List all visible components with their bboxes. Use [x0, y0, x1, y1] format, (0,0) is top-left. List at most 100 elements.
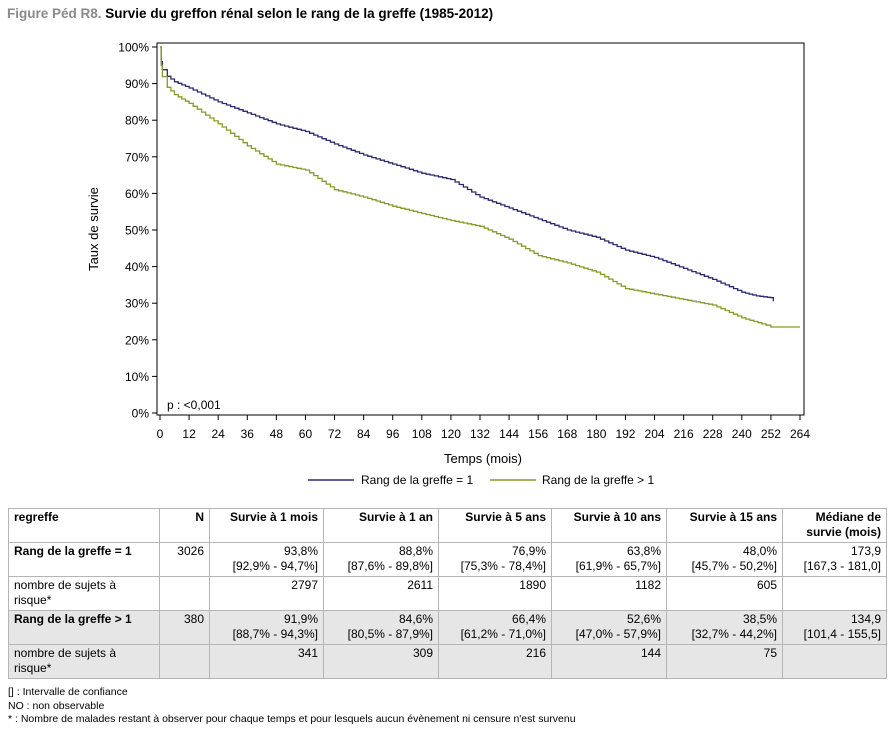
cell-ci: [87,6% - 89,8%]	[347, 559, 433, 573]
table-cell	[159, 576, 210, 611]
cell-ci: [61,2% - 71,0%]	[460, 627, 546, 641]
y-tick-label: 10%	[125, 370, 149, 384]
table-cell: 144	[551, 644, 667, 679]
row-label: Rang de la greffe = 1	[8, 542, 160, 577]
cell-value: 48,0%	[742, 544, 777, 558]
x-tick-label: 144	[499, 427, 519, 441]
y-tick-label: 20%	[125, 333, 149, 347]
x-tick-label: 12	[182, 427, 196, 441]
x-tick-label: 180	[586, 427, 606, 441]
table-row: Rang de la greffe = 1 3026 93,8% [92,9% -…	[8, 542, 887, 577]
col-header: Médiane de survie (mois)	[782, 508, 887, 543]
footnote: * : Nombre de malades restant à observer…	[8, 713, 576, 725]
cell-value: 38,5%	[742, 612, 777, 626]
figure-title: Figure Péd R8. Survie du greffon rénal s…	[7, 6, 493, 21]
x-tick-label: 36	[241, 427, 255, 441]
y-tick-label: 30%	[125, 297, 149, 311]
y-tick-label: 80%	[125, 114, 149, 128]
series-lines	[160, 46, 800, 328]
table-header-row: regreffe N Survie à 1 mois Survie à 1 an…	[8, 508, 887, 543]
legend: Rang de la greffe = 1 Rang de la greffe …	[308, 473, 655, 487]
table-cell: 134,9 [101,4 - 155,5]	[782, 610, 887, 645]
table-cell: 75	[666, 644, 783, 679]
footnote: NO : non observable	[8, 699, 105, 712]
x-tick-label: 228	[703, 427, 723, 441]
x-tick-label: 216	[674, 427, 694, 441]
figure-title-text: Survie du greffon rénal selon le rang de…	[105, 6, 494, 21]
x-tick-label: 192	[615, 427, 635, 441]
x-tick-label: 108	[412, 427, 432, 441]
table-cell: 380	[159, 610, 210, 645]
row-label: nombre de sujets à risque*	[8, 644, 160, 679]
table-cell: 63,8% [61,9% - 65,7%]	[551, 542, 667, 577]
table-cell: 48,0% [45,7% - 50,2%]	[666, 542, 783, 577]
y-axis-label: Taux de survie	[86, 187, 101, 271]
table-cell: 84,6% [80,5% - 87,9%]	[323, 610, 439, 645]
cell-value: 88,8%	[398, 544, 433, 558]
table-cell: 52,6% [47,0% - 57,9%]	[551, 610, 667, 645]
cell-value: 63,8%	[626, 544, 661, 558]
table-cell	[782, 576, 887, 611]
x-axis-label: Temps (mois)	[444, 451, 522, 466]
y-tick-label: 60%	[125, 187, 149, 201]
series-line-2	[160, 46, 800, 328]
table-cell: 2611	[323, 576, 439, 611]
table-cell: 1890	[438, 576, 552, 611]
y-tick-label: 70%	[125, 150, 149, 164]
x-tick-label: 156	[528, 427, 548, 441]
x-tick-label: 48	[270, 427, 284, 441]
plot-frame	[156, 42, 805, 416]
table-row: Rang de la greffe > 1 380 91,9% [88,7% - …	[8, 610, 887, 645]
cell-ci: [61,9% - 65,7%]	[575, 559, 661, 573]
row-label: nombre de sujets à risque*	[8, 576, 160, 611]
table-cell: 341	[209, 644, 324, 679]
table-cell: 2797	[209, 576, 324, 611]
y-tick-label: 100%	[118, 41, 149, 55]
y-tick-label: 40%	[125, 260, 149, 274]
table-cell: 66,4% [61,2% - 71,0%]	[438, 610, 552, 645]
legend-label-series-1: Rang de la greffe = 1	[361, 473, 474, 487]
x-tick-label: 96	[386, 427, 400, 441]
y-tick-label: 0%	[132, 407, 150, 421]
x-tick-label: 72	[328, 427, 342, 441]
survival-table: regreffe N Survie à 1 mois Survie à 1 an…	[8, 508, 887, 679]
y-tick-label: 50%	[125, 224, 149, 238]
col-header: Survie à 10 ans	[551, 508, 667, 543]
cell-ci: [92,9% - 94,7%]	[232, 559, 318, 573]
legend-label-series-2: Rang de la greffe > 1	[542, 473, 655, 487]
cell-value: 76,9%	[511, 544, 546, 558]
cell-ci: [88,7% - 94,3%]	[232, 627, 318, 641]
table-cell: 605	[666, 576, 783, 611]
col-header: Survie à 5 ans	[438, 508, 552, 543]
cell-ci: [45,7% - 50,2%]	[691, 559, 777, 573]
y-tick-label: 90%	[125, 77, 149, 91]
x-tick-label: 120	[441, 427, 461, 441]
x-tick-label: 252	[761, 427, 781, 441]
cell-ci: [32,7% - 44,2%]	[691, 627, 777, 641]
cell-value: 66,4%	[511, 612, 546, 626]
x-tick-label: 0	[157, 427, 164, 441]
cell-ci: [47,0% - 57,9%]	[575, 627, 661, 641]
table-row: nombre de sujets à risque* 2797 2611 189…	[8, 576, 887, 611]
footnote: [] : Intervalle de confiance	[8, 686, 128, 698]
col-header: Survie à 1 an	[323, 508, 439, 543]
x-tick-label: 24	[212, 427, 226, 441]
x-tick-label: 84	[357, 427, 371, 441]
p-value-annotation: p : <0,001	[167, 398, 221, 412]
table-cell	[782, 644, 887, 679]
x-tick-label: 132	[470, 427, 490, 441]
series-line-1	[160, 46, 774, 302]
table-cell: 93,8% [92,9% - 94,7%]	[209, 542, 324, 577]
table-cell: 3026	[159, 542, 210, 577]
x-tick-label: 60	[299, 427, 313, 441]
col-header: Survie à 15 ans	[666, 508, 783, 543]
table-cell: 88,8% [87,6% - 89,8%]	[323, 542, 439, 577]
col-header: Survie à 1 mois	[209, 508, 324, 543]
cell-value: 91,9%	[283, 612, 318, 626]
figure-label: Figure Péd R8.	[7, 6, 102, 21]
table-cell: 91,9% [88,7% - 94,3%]	[209, 610, 324, 645]
cell-value: 84,6%	[398, 612, 433, 626]
x-tick-label: 168	[557, 427, 577, 441]
cell-value: 173,9	[850, 544, 881, 558]
x-axis: 0 12 24 36 48 60 72 84 96 108 120 132 144 156 168 180 19…	[157, 415, 810, 441]
